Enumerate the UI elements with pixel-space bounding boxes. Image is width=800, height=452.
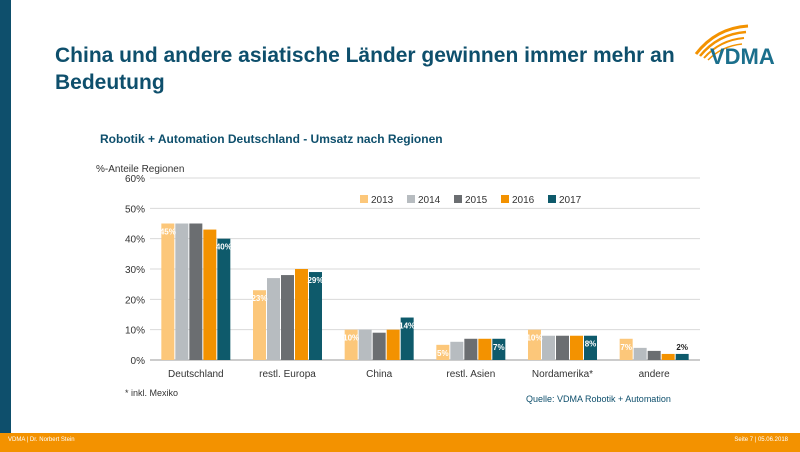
slide-title: China und andere asiatische Länder gewin… bbox=[55, 44, 675, 94]
logo-text: VDMA bbox=[710, 44, 775, 69]
y-tick-label: 0% bbox=[131, 356, 146, 367]
bar-2013-1 bbox=[253, 290, 266, 360]
y-axis-label: %-Anteile Regionen bbox=[96, 164, 184, 175]
footer-bar: VDMA | Dr. Norbert Stein Seite 7 | 05.06… bbox=[0, 433, 800, 452]
legend-swatch-2017 bbox=[548, 195, 556, 203]
data-label: 23% bbox=[251, 294, 267, 303]
x-tick-label: China bbox=[366, 369, 393, 380]
data-label: 29% bbox=[307, 276, 323, 285]
x-tick-label: restl. Asien bbox=[446, 369, 495, 380]
bar-2016-2 bbox=[386, 329, 400, 360]
bar-2016-3 bbox=[478, 338, 492, 360]
y-tick-label: 20% bbox=[125, 295, 145, 306]
bar-2014-2 bbox=[358, 329, 372, 360]
legend-swatch-2015 bbox=[454, 195, 462, 203]
bar-2016-5 bbox=[661, 353, 675, 360]
footer-author: VDMA | Dr. Norbert Stein bbox=[8, 437, 75, 443]
data-label: 10% bbox=[343, 334, 359, 343]
x-tick-label: andere bbox=[639, 369, 671, 380]
legend-label-2013: 2013 bbox=[371, 195, 394, 206]
bar-2013-4 bbox=[528, 329, 541, 360]
bar-2016-4 bbox=[570, 335, 583, 360]
bar-2015-4 bbox=[556, 335, 569, 360]
bar-2014-4 bbox=[542, 335, 555, 360]
bar-2015-3 bbox=[464, 338, 478, 360]
bar-2013-3 bbox=[436, 344, 450, 360]
bar-2014-3 bbox=[450, 341, 464, 360]
x-tick-label: restl. Europa bbox=[259, 369, 316, 380]
data-label: 8% bbox=[585, 340, 597, 349]
bar-2016-1 bbox=[295, 269, 308, 360]
bar-2015-2 bbox=[372, 332, 386, 360]
footnote: * inkl. Mexiko bbox=[125, 388, 179, 398]
bar-2017-1 bbox=[309, 272, 322, 360]
bar-2014-5 bbox=[633, 347, 647, 360]
legend-swatch-2016 bbox=[501, 195, 509, 203]
legend-swatch-2014 bbox=[407, 195, 415, 203]
data-label: 10% bbox=[526, 334, 542, 343]
legend-swatch-2013 bbox=[360, 195, 368, 203]
y-tick-label: 30% bbox=[125, 265, 145, 276]
data-label: 2% bbox=[676, 343, 688, 352]
bar-2015-1 bbox=[281, 275, 294, 360]
legend-label-2017: 2017 bbox=[559, 195, 582, 206]
bar-2015-0 bbox=[189, 223, 203, 360]
y-tick-label: 50% bbox=[125, 204, 145, 215]
bar-2013-5 bbox=[619, 338, 633, 360]
data-label: 5% bbox=[437, 349, 449, 358]
bar-2015-5 bbox=[647, 350, 661, 360]
bar-2013-2 bbox=[344, 329, 358, 360]
data-label: 40% bbox=[216, 243, 232, 252]
side-accent-bar bbox=[0, 0, 11, 452]
chart-title: Robotik + Automation Deutschland - Umsat… bbox=[100, 132, 443, 146]
y-tick-label: 10% bbox=[125, 326, 145, 337]
data-label: 7% bbox=[620, 343, 632, 352]
footer-page-date: Seite 7 | 05.06.2018 bbox=[734, 437, 788, 443]
x-tick-label: Deutschland bbox=[168, 369, 224, 380]
source-note: Quelle: VDMA Robotik + Automation bbox=[526, 394, 671, 404]
bar-2013-0 bbox=[161, 223, 175, 360]
vdma-logo: VDMA bbox=[676, 20, 791, 80]
bar-2014-0 bbox=[175, 223, 189, 360]
logo-arcs-icon bbox=[694, 24, 749, 61]
x-tick-label: Nordamerika* bbox=[532, 369, 593, 380]
bar-2017-2 bbox=[400, 317, 414, 360]
legend-label-2015: 2015 bbox=[465, 195, 488, 206]
legend-label-2014: 2014 bbox=[418, 195, 441, 206]
data-label: 45% bbox=[160, 228, 176, 237]
data-label: 7% bbox=[493, 343, 505, 352]
y-tick-label: 40% bbox=[125, 235, 145, 246]
bar-2014-1 bbox=[267, 278, 280, 360]
bar-2016-0 bbox=[203, 229, 217, 360]
data-label: 14% bbox=[399, 322, 415, 331]
bar-2017-3 bbox=[492, 338, 506, 360]
y-tick-label: 60% bbox=[125, 174, 145, 185]
bar-2017-5 bbox=[675, 353, 689, 360]
legend-label-2016: 2016 bbox=[512, 195, 535, 206]
bar-2017-0 bbox=[217, 238, 231, 360]
bar-2017-4 bbox=[584, 335, 597, 360]
